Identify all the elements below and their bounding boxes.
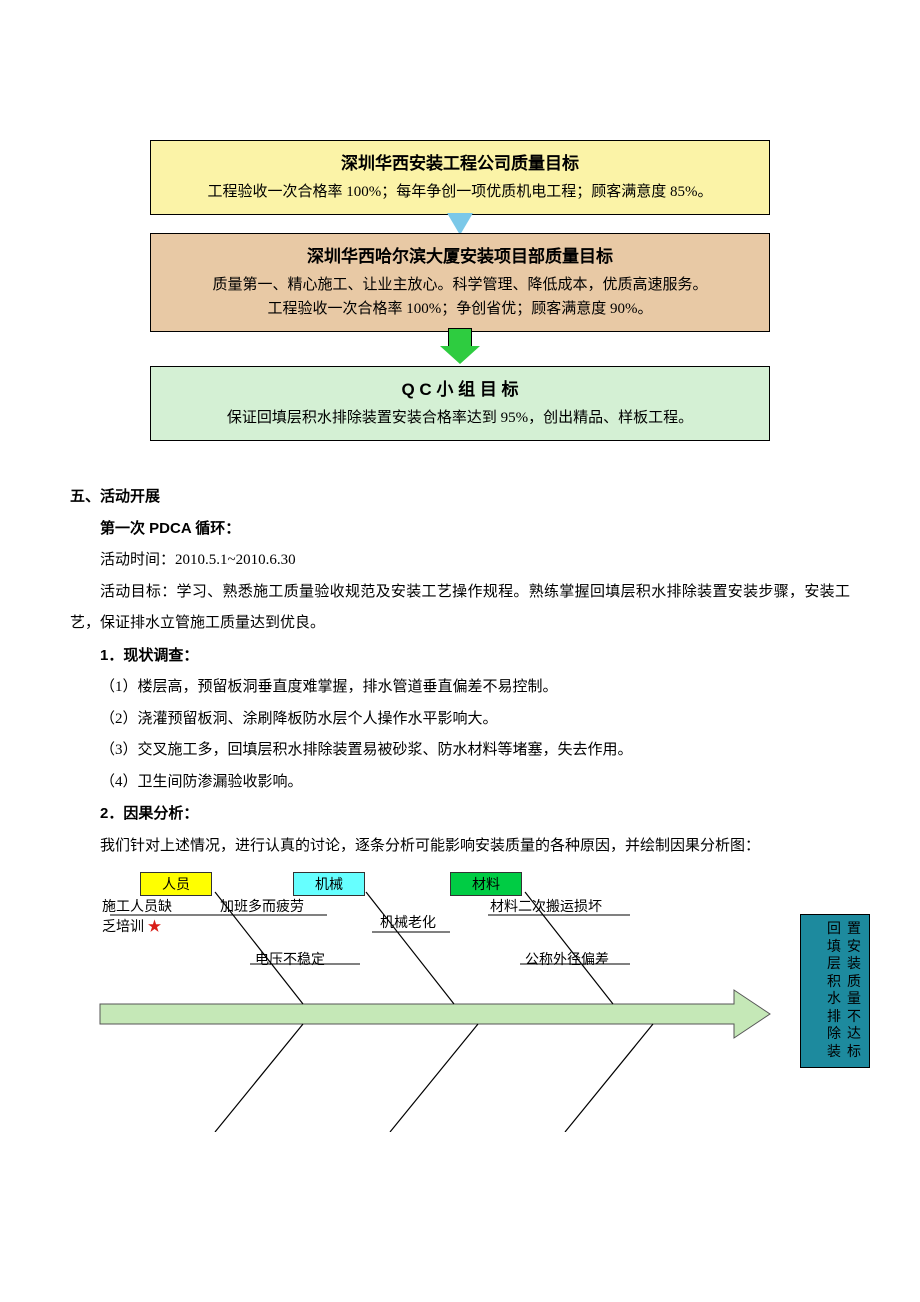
activity-time: 活动时间：2010.5.1~2010.6.30 xyxy=(70,545,850,577)
company-goal-box: 深圳华西安装工程公司质量目标 工程验收一次合格率 100%；每年争创一项优质机电… xyxy=(150,140,770,215)
fishbone-category-material: 材料 xyxy=(450,872,522,896)
fishbone-effect-box: 回填层积水排除装置安装质量不达标 xyxy=(800,914,870,1068)
project-goal-box: 深圳华西哈尔滨大厦安装项目部质量目标 质量第一、精心施工、让业主放心。科学管理、… xyxy=(150,233,770,332)
status-item-3: （3）交叉施工多，回填层积水排除装置易被砂浆、防水材料等堵塞，失去作用。 xyxy=(70,735,850,767)
fishbone-cause-voltage: 电压不稳定 xyxy=(255,949,325,969)
status-item-2: （2）浇灌预留板洞、涂刷降板防水层个人操作水平影响大。 xyxy=(70,704,850,736)
status-item-1: （1）楼层高，预留板洞垂直度难掌握，排水管道垂直偏差不易控制。 xyxy=(70,672,850,704)
fishbone-diagram: 人员 机械 材料 施工人员缺 乏培训 ★ 加班多而疲劳 机械老化 电压不稳定 材… xyxy=(50,872,870,1132)
cause-heading: 2．因果分析： xyxy=(100,805,198,822)
star-icon: ★ xyxy=(148,920,162,935)
cause-intro: 我们针对上述情况，进行认真的讨论，逐条分析可能影响安装质量的各种原因，并绘制因果… xyxy=(70,831,850,863)
company-goal-title: 深圳华西安装工程公司质量目标 xyxy=(165,149,755,174)
section-heading: 五、活动开展 xyxy=(70,481,850,513)
fishbone-svg xyxy=(50,872,870,1132)
project-goal-body2: 工程验收一次合格率 100%；争创省优；顾客满意度 90%。 xyxy=(165,297,755,321)
project-goal-title: 深圳华西哈尔滨大厦安装项目部质量目标 xyxy=(165,242,755,267)
qc-goal-box: Q C 小 组 目 标 保证回填层积水排除装置安装合格率达到 95%，创出精品、… xyxy=(150,366,770,441)
fishbone-cause-text: 乏培训 xyxy=(102,920,144,935)
status-heading: 1．现状调查： xyxy=(100,647,198,664)
company-goal-body: 工程验收一次合格率 100%；每年争创一项优质机电工程；顾客满意度 85%。 xyxy=(165,180,755,204)
fishbone-cause-text: 施工人员缺 xyxy=(102,900,172,915)
fishbone-cause-overtime: 加班多而疲劳 xyxy=(220,896,304,916)
fishbone-category-machine: 机械 xyxy=(293,872,365,896)
status-item-4: （4）卫生间防渗漏验收影响。 xyxy=(70,767,850,799)
page-root: 深圳华西安装工程公司质量目标 工程验收一次合格率 100%；每年争创一项优质机电… xyxy=(0,0,920,1132)
arrow-down-icon xyxy=(447,213,473,235)
fishbone-category-personnel: 人员 xyxy=(140,872,212,896)
qc-goal-body: 保证回填层积水排除装置安装合格率达到 95%，创出精品、样板工程。 xyxy=(165,406,755,430)
fishbone-cause-machine-old: 机械老化 xyxy=(380,912,436,932)
activity-goal: 活动目标：学习、熟悉施工质量验收规范及安装工艺操作规程。熟练掌握回填层积水排除装… xyxy=(70,577,850,640)
pdca-sub-heading: 第一次 PDCA 循环： xyxy=(100,520,240,537)
project-goal-body1: 质量第一、精心施工、让业主放心。科学管理、降低成本，优质高速服务。 xyxy=(165,273,755,297)
qc-goal-title: Q C 小 组 目 标 xyxy=(165,375,755,400)
fishbone-cause-training: 施工人员缺 乏培训 ★ xyxy=(102,896,172,936)
arrow-down-icon xyxy=(150,332,770,366)
document-body: 五、活动开展 第一次 PDCA 循环： 活动时间：2010.5.1~2010.6… xyxy=(70,481,850,862)
fishbone-cause-transport: 材料二次搬运损坏 xyxy=(490,896,602,916)
goal-hierarchy: 深圳华西安装工程公司质量目标 工程验收一次合格率 100%；每年争创一项优质机电… xyxy=(150,140,770,441)
fishbone-cause-diameter: 公称外径偏差 xyxy=(525,949,609,969)
